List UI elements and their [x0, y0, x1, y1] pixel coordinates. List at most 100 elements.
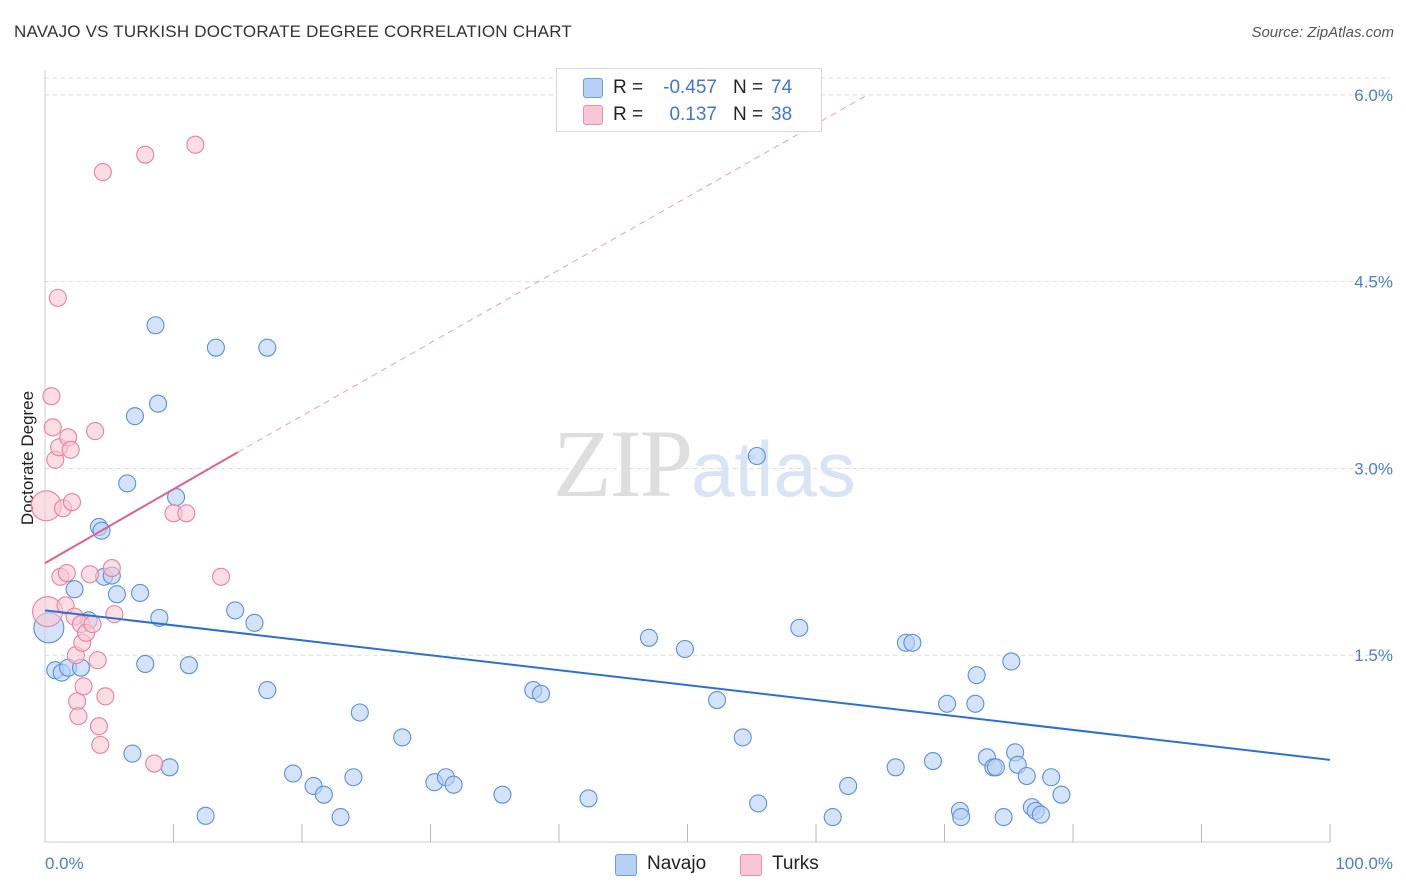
point-navajo [966, 694, 985, 713]
point-turks [57, 563, 76, 583]
point-navajo [258, 681, 277, 700]
legend-r-label: R = [613, 77, 644, 98]
point-navajo [994, 808, 1013, 827]
point-navajo [65, 580, 84, 599]
chart-source: Source: ZipAtlas.com [1251, 24, 1394, 41]
point-navajo [393, 728, 412, 747]
legend-n-label: N = [733, 77, 764, 98]
point-navajo [493, 785, 512, 804]
point-navajo [196, 806, 215, 825]
x-tick-label-max: 100.0% [1335, 854, 1393, 873]
point-navajo [790, 618, 809, 637]
point-navajo [986, 758, 1005, 777]
y-tick-label: 6.0% [1354, 86, 1393, 105]
legend-n-value: 74 [771, 77, 793, 98]
point-navajo [1017, 766, 1036, 786]
point-navajo [938, 694, 957, 713]
point-navajo [160, 758, 179, 777]
legend-n-value: 38 [771, 104, 793, 125]
point-turks [74, 677, 93, 696]
bottom-legend: Navajo Turks [0, 852, 1406, 878]
point-turks [186, 135, 205, 154]
legend-swatch-turks [583, 105, 603, 125]
point-navajo [226, 601, 245, 620]
point-navajo [350, 703, 369, 722]
legend: R = -0.457 N = 74 R = 0.137 N = 38 [556, 68, 822, 132]
point-navajo [747, 446, 766, 466]
bottom-legend-label: Navajo [647, 853, 707, 874]
point-turks [86, 422, 105, 441]
point-navajo [146, 316, 165, 335]
point-navajo [531, 684, 551, 703]
point-navajo [1052, 785, 1071, 804]
point-navajo [136, 654, 155, 673]
bottom-legend-label: Turks [772, 853, 819, 874]
point-navajo [125, 407, 144, 426]
point-navajo [123, 744, 142, 763]
point-turks [42, 387, 61, 406]
trend-line-navajo [44, 609, 1331, 761]
legend-swatch-navajo [583, 78, 603, 98]
legend-row-navajo: R = -0.457 N = 74 [557, 74, 821, 100]
point-navajo [283, 764, 303, 783]
point-navajo [258, 338, 277, 357]
watermark-zip: ZIP [553, 410, 693, 517]
point-turks [136, 145, 155, 164]
point-navajo [150, 608, 169, 627]
point-navajo [749, 794, 768, 813]
trend-line-turks-extension [237, 94, 868, 453]
point-turks [211, 567, 231, 586]
point-navajo [179, 656, 198, 675]
point-turks [88, 651, 107, 670]
point-navajo [823, 808, 842, 827]
point-turks [177, 504, 196, 523]
watermark-atlas: atlas [691, 425, 856, 513]
watermark: ZIPatlas [553, 408, 856, 519]
point-navajo [245, 613, 264, 632]
point-navajo [314, 785, 333, 804]
point-navajo [708, 691, 727, 710]
point-navajo [1031, 805, 1050, 824]
legend-n-label: N = [733, 104, 764, 125]
chart-title: NAVAJO VS TURKISH DOCTORATE DEGREE CORRE… [14, 22, 572, 41]
point-turks [48, 288, 67, 307]
point-navajo [444, 775, 463, 794]
point-turks [102, 559, 121, 578]
point-navajo [331, 808, 350, 827]
y-tick-label: 1.5% [1354, 646, 1393, 665]
trend-line-turks [44, 451, 239, 564]
point-navajo [579, 789, 598, 808]
point-navajo [1002, 652, 1021, 671]
point-navajo [839, 776, 858, 796]
point-navajo [733, 728, 752, 747]
y-tick-label: 4.5% [1354, 273, 1393, 292]
point-navajo [886, 758, 905, 777]
point-turks [83, 615, 102, 634]
x-tick-label-min: 0.0% [45, 854, 84, 873]
point-navajo [639, 628, 659, 647]
bottom-legend-swatch-navajo [615, 854, 637, 876]
bottom-legend-swatch-turks [740, 854, 762, 876]
point-navajo [107, 585, 127, 604]
point-navajo [131, 583, 150, 603]
legend-r-value: -0.457 [663, 77, 717, 98]
point-navajo [1042, 768, 1061, 787]
point-turks [89, 717, 109, 736]
legend-row-turks: R = 0.137 N = 38 [557, 101, 821, 127]
point-navajo [149, 394, 168, 413]
point-turks [62, 493, 82, 512]
point-navajo [675, 639, 694, 659]
point-turks [69, 707, 88, 726]
legend-r-label: R = [613, 104, 644, 125]
y-tick-label: 3.0% [1354, 459, 1393, 478]
point-navajo [923, 752, 942, 771]
point-navajo [952, 808, 971, 827]
point-turks [91, 735, 110, 754]
point-navajo [967, 666, 986, 685]
point-navajo [118, 474, 137, 493]
point-turks [80, 565, 100, 584]
point-turks [61, 440, 80, 459]
legend-r-value: 0.137 [669, 104, 717, 125]
point-navajo [206, 338, 225, 357]
